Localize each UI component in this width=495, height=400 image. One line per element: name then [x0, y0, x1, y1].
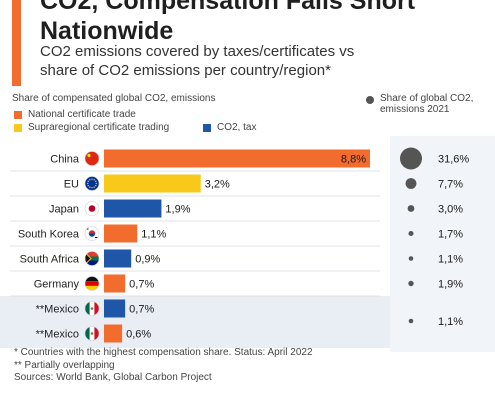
category-label: China: [50, 154, 80, 166]
legend-heading: Share of compensated global CO2, emissio…: [12, 93, 216, 104]
eu-flag-icon: [84, 176, 100, 191]
emission-label: 3,0%: [438, 204, 463, 216]
emission-label: 1,7%: [438, 229, 463, 241]
emission-label: 1,1%: [438, 254, 463, 266]
value-label: 1,1%: [141, 229, 166, 241]
emission-bubble: [408, 230, 414, 237]
value-label: 0,9%: [135, 254, 160, 266]
bubble-legend-line-1: Share of global CO2,: [380, 93, 474, 104]
emission-bubble: [408, 256, 414, 261]
emission-bubble: [400, 147, 422, 170]
emission-label: 7,7%: [438, 179, 463, 191]
emission-bubble: [407, 205, 415, 212]
emission-label: 31,6%: [438, 154, 469, 166]
bar: [104, 249, 132, 268]
bar: [104, 224, 138, 243]
emission-bubble: [408, 280, 414, 287]
legend-item-tax: CO2, tax: [203, 122, 256, 133]
footer-note-2: ** Partially overlapping: [14, 359, 115, 371]
yellow-square-icon: [14, 123, 22, 132]
legend-label: National certificate trade: [28, 109, 136, 120]
germany-flag-icon: [84, 276, 100, 291]
orange-square-icon: [14, 110, 22, 119]
category-label: Japan: [49, 204, 79, 216]
value-label: 1,9%: [165, 204, 190, 216]
title-line-1: CO2, Compensation Falls Short: [40, 0, 416, 15]
value-label: 0,6%: [126, 329, 151, 341]
value-label: 8,8%: [341, 154, 366, 166]
china-flag-icon: [84, 151, 100, 166]
bar: [104, 274, 126, 293]
footer-sources: Sources: World Bank, Global Carbon Proje…: [14, 372, 212, 383]
legend-label: CO2, tax: [217, 122, 257, 133]
category-label: Germany: [34, 279, 80, 291]
emissions-column-panel: [390, 136, 495, 352]
bar: [104, 149, 370, 168]
bubble-legend: Share of global CO2, emissions 2021: [366, 93, 473, 115]
emission-label: 1,1%: [438, 316, 463, 328]
blue-square-icon: [203, 123, 211, 132]
accent-bar: [12, 0, 21, 86]
legend-item-supraregional: Supraregional certificate trading: [14, 122, 169, 133]
legend-item-national: National certificate trade: [14, 109, 136, 120]
mexico-flag-icon: [84, 301, 100, 316]
category-label: South Korea: [18, 229, 80, 241]
mexico-flag-icon: [84, 326, 100, 341]
category-label: South Africa: [20, 254, 80, 266]
title-line-2: Nationwide: [40, 17, 174, 45]
bar: [104, 199, 162, 218]
south-korea-flag-icon: [84, 226, 100, 241]
chart-subtitle: CO2 emissions covered by taxes/certifica…: [40, 42, 480, 80]
chart-title: CO2, Compensation Falls Short Nationwide: [40, 0, 490, 46]
legend-label: Supraregional certificate trading: [28, 122, 170, 133]
subtitle-line-1: CO2 emissions covered by taxes/certifica…: [40, 43, 355, 60]
bar: [104, 324, 123, 343]
emission-bubble: [405, 178, 417, 189]
bubble-legend-line-2: emissions 2021: [380, 104, 450, 115]
value-label: 3,2%: [205, 179, 230, 191]
category-label: EU: [64, 179, 79, 191]
category-label: **Mexico: [36, 304, 79, 316]
emission-label: 1,9%: [438, 279, 463, 291]
bar: [104, 299, 126, 318]
value-label: 0,7%: [129, 304, 154, 316]
japan-flag-icon: [84, 201, 100, 216]
south-africa-flag-icon: [84, 251, 100, 266]
footer-note-1: * Countries with the highest compensatio…: [14, 347, 313, 358]
bar: [104, 174, 201, 193]
subtitle-line-2: share of CO2 emissions per country/regio…: [40, 62, 331, 79]
value-label: 0,7%: [129, 279, 154, 291]
category-label: **Mexico: [36, 329, 79, 341]
emission-bubble: [408, 318, 414, 324]
footer-notes: * Countries with the highest compensatio…: [14, 347, 313, 385]
bubble-icon: [366, 96, 374, 104]
